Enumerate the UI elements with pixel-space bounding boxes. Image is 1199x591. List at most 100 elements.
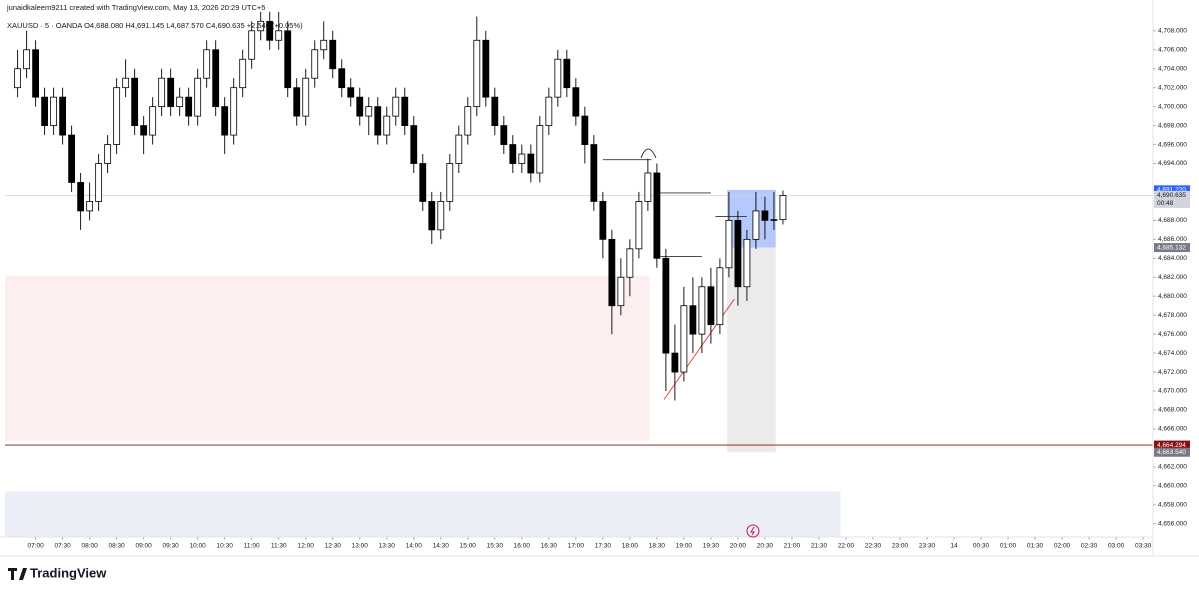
x-tick-label: 07:00 — [27, 543, 44, 550]
x-tick-label: 00:30 — [973, 543, 990, 550]
candle-body — [518, 153, 526, 164]
candle-body — [599, 201, 607, 240]
candle-body — [167, 77, 175, 108]
x-tick-label: 15:30 — [487, 543, 504, 550]
brand-name[interactable]: TradingView — [30, 565, 107, 580]
y-tick-label: 4,700.000 — [1158, 103, 1187, 110]
candle-body — [320, 39, 328, 51]
candle-body — [221, 106, 229, 136]
x-tick-label: 01:00 — [1000, 543, 1017, 550]
y-tick-label: 4,656.000 — [1158, 520, 1187, 527]
candle-body — [653, 172, 661, 259]
countdown: 00:48 — [1157, 200, 1174, 207]
x-tick-label: 23:00 — [892, 543, 909, 550]
y-tick-label: 4,676.000 — [1158, 331, 1187, 338]
y-tick-label: 4,694.000 — [1158, 160, 1187, 167]
x-tick-label: 09:30 — [163, 543, 180, 550]
candle-body — [104, 144, 112, 164]
candle-body — [185, 96, 193, 117]
x-tick-label: 21:30 — [811, 543, 828, 550]
x-tick-label: 07:30 — [54, 543, 71, 550]
price-badge — [1154, 185, 1190, 195]
candle-body — [41, 96, 49, 126]
candle-body — [716, 267, 724, 326]
x-tick-label: 19:00 — [676, 543, 693, 550]
candle-body — [131, 77, 139, 126]
event-icon[interactable] — [746, 524, 760, 538]
candle-body — [212, 49, 220, 108]
candle-body — [329, 39, 337, 70]
candle-body — [59, 96, 67, 136]
x-tick-label: 13:30 — [379, 543, 396, 550]
x-tick-label: 22:00 — [838, 543, 855, 550]
candle-body — [203, 49, 211, 79]
price-badge — [1154, 440, 1190, 450]
y-tick-label: 4,704.000 — [1158, 65, 1187, 72]
x-tick-label: 16:00 — [514, 543, 531, 550]
x-tick-label: 02:00 — [1054, 543, 1071, 550]
y-tick-label: 4,680.000 — [1158, 293, 1187, 300]
y-tick-label: 4,684.000 — [1158, 255, 1187, 262]
candle-body — [500, 125, 508, 145]
candle-body — [635, 201, 643, 250]
x-tick-label: 19:30 — [703, 543, 720, 550]
candle-body — [410, 125, 418, 164]
candle-body — [275, 30, 283, 41]
y-tick-label: 4,706.000 — [1158, 46, 1187, 53]
candle-body — [140, 125, 148, 136]
candle-body — [563, 58, 571, 89]
x-tick-label: 18:00 — [622, 543, 639, 550]
y-tick-label: 4,686.000 — [1158, 236, 1187, 243]
price-badge-label: 4,685.132 — [1157, 244, 1186, 251]
candle-body — [266, 20, 274, 41]
candle-body — [383, 115, 391, 136]
x-tick-label: 16:30 — [541, 543, 558, 550]
y-tick-label: 4,662.000 — [1158, 464, 1187, 471]
candle-body — [68, 134, 76, 183]
candle-body — [419, 163, 427, 202]
x-tick-label: 21:00 — [784, 543, 801, 550]
candle-body — [770, 219, 778, 221]
candle-body — [725, 219, 733, 269]
candle-body — [698, 286, 706, 335]
candle-body — [32, 49, 40, 98]
y-tick-label: 4,674.000 — [1158, 350, 1187, 357]
x-tick-label: 14 — [950, 543, 958, 550]
zone — [727, 247, 776, 453]
x-tick-label: 09:00 — [136, 543, 153, 550]
price-badge-label: 4,664.294 — [1157, 442, 1186, 449]
candle-body — [761, 210, 769, 221]
x-tick-label: 22:30 — [865, 543, 882, 550]
candle-body — [662, 257, 670, 354]
x-tick-label: 17:00 — [568, 543, 585, 550]
candle-body — [572, 87, 580, 117]
attribution: junaidkaleem9211 created with TradingVie… — [6, 3, 265, 12]
event-icon-bolt — [750, 526, 755, 536]
x-tick-label: 08:30 — [109, 543, 126, 550]
candle-body — [671, 352, 679, 373]
x-tick-label: 12:00 — [298, 543, 315, 550]
x-tick-label: 01:30 — [1027, 543, 1044, 550]
price-badge-label: 4,663.540 — [1157, 449, 1186, 456]
candle-body — [77, 182, 85, 212]
brand-logo — [8, 568, 27, 580]
candle-body — [455, 134, 463, 164]
x-tick-label: 11:00 — [244, 543, 260, 550]
y-tick-label: 4,672.000 — [1158, 369, 1187, 376]
candle-body — [374, 106, 382, 136]
candle-body — [590, 144, 598, 202]
candle-body — [554, 58, 562, 98]
candle-body — [14, 68, 22, 89]
candle-body — [149, 106, 157, 136]
candle-body — [527, 153, 535, 174]
x-tick-label: 10:00 — [190, 543, 207, 550]
price-badge — [1154, 447, 1190, 457]
candle-body — [608, 238, 616, 307]
candle-body — [581, 115, 589, 145]
candle-body — [734, 219, 742, 288]
x-tick-label: 03:30 — [1135, 543, 1152, 550]
x-tick-label: 20:30 — [757, 543, 774, 550]
x-tick-label: 20:00 — [730, 543, 747, 550]
candle-body — [392, 96, 400, 117]
